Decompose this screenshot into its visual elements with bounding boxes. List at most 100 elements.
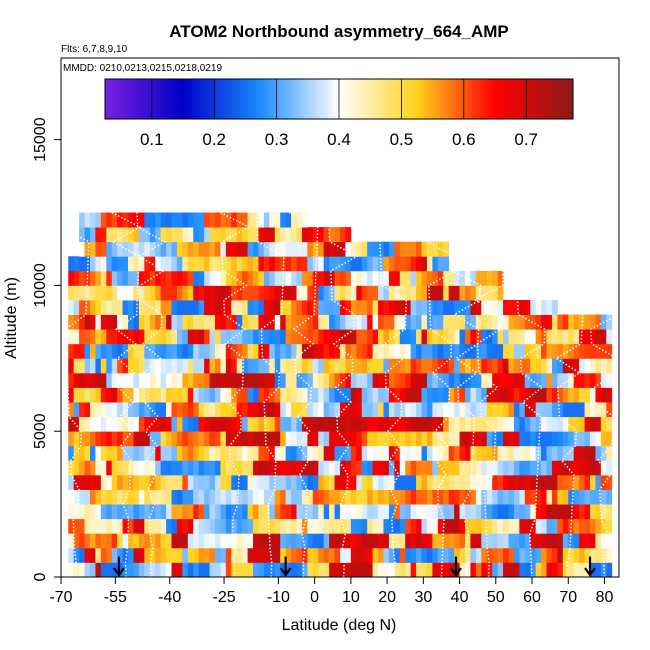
- heatmap-cell: [253, 402, 259, 418]
- heatmap-cell: [448, 329, 455, 345]
- heatmap-cell: [242, 285, 249, 301]
- heatmap-cell: [405, 562, 412, 578]
- heatmap-cell: [378, 343, 384, 359]
- heatmap-cell: [350, 431, 357, 447]
- heatmap-cell: [253, 518, 259, 534]
- heatmap-cell: [214, 387, 221, 403]
- heatmap-cell: [258, 256, 265, 272]
- heatmap-cell: [128, 227, 134, 243]
- heatmap-cell: [291, 387, 297, 403]
- heatmap-cell: [231, 314, 238, 330]
- heatmap-cell: [378, 329, 384, 345]
- heatmap-cell: [432, 343, 439, 359]
- heatmap-cell: [340, 241, 346, 257]
- heatmap-cell: [225, 460, 232, 476]
- heatmap-cell: [432, 460, 439, 476]
- heatmap-cell: [133, 504, 140, 520]
- heatmap-cell: [79, 445, 85, 461]
- heatmap-cell: [584, 431, 591, 447]
- heatmap-cell: [606, 518, 613, 534]
- heatmap-cell: [106, 504, 113, 520]
- heatmap-cell: [426, 416, 433, 432]
- heatmap-cell: [79, 343, 85, 359]
- heatmap-cell: [318, 241, 325, 257]
- heatmap-cell: [128, 270, 134, 286]
- heatmap-cell: [437, 504, 444, 520]
- heatmap-cell: [486, 387, 493, 403]
- heatmap-cell: [318, 431, 325, 447]
- heatmap-cell: [263, 314, 270, 330]
- heatmap-cell: [225, 372, 232, 388]
- heatmap-cell: [421, 547, 428, 563]
- heatmap-cell: [350, 387, 357, 403]
- heatmap-cell: [214, 372, 221, 388]
- heatmap-cell: [345, 562, 352, 578]
- heatmap-cell: [301, 562, 308, 578]
- heatmap-cell: [291, 358, 297, 374]
- heatmap-cell: [133, 270, 140, 286]
- heatmap-cell: [388, 562, 395, 578]
- heatmap-cell: [475, 343, 482, 359]
- heatmap-cell: [187, 518, 194, 534]
- heatmap-cell: [220, 562, 227, 578]
- heatmap-cell: [432, 285, 439, 301]
- heatmap-cell: [155, 387, 162, 403]
- heatmap-cell: [454, 416, 460, 432]
- heatmap-cell: [247, 562, 254, 578]
- heatmap-cell: [579, 504, 585, 520]
- heatmap-cell: [378, 387, 384, 403]
- heatmap-cell: [416, 285, 422, 301]
- heatmap-cell: [530, 402, 537, 418]
- heatmap-cell: [497, 547, 504, 563]
- heatmap-cell: [492, 562, 499, 578]
- heatmap-cell: [253, 562, 259, 578]
- heatmap-cell: [378, 256, 384, 272]
- heatmap-cell: [160, 329, 167, 345]
- arrow-head: [113, 567, 125, 577]
- heatmap-cell: [301, 314, 308, 330]
- heatmap-cell: [111, 358, 118, 374]
- heatmap-cell: [454, 285, 460, 301]
- heatmap-cell: [557, 562, 564, 578]
- heatmap-cell: [350, 343, 357, 359]
- heatmap-cell: [475, 489, 482, 505]
- heatmap-cell: [568, 445, 575, 461]
- heatmap-cell: [176, 241, 183, 257]
- heatmap-cell: [329, 329, 335, 345]
- heatmap-cell: [388, 256, 395, 272]
- heatmap-cell: [524, 372, 531, 388]
- heatmap-cell: [242, 358, 249, 374]
- heatmap-cell: [220, 504, 227, 520]
- heatmap-cell: [253, 256, 259, 272]
- heatmap-cell: [247, 241, 254, 257]
- heatmap-cell: [166, 431, 172, 447]
- heatmap-cell: [220, 518, 227, 534]
- heatmap-cell: [584, 489, 591, 505]
- heatmap-cell: [432, 489, 439, 505]
- heatmap-cell: [253, 285, 259, 301]
- heatmap-cell: [600, 533, 607, 549]
- heatmap-cell: [149, 533, 156, 549]
- heatmap-cell: [73, 474, 80, 490]
- heatmap-cell: [557, 504, 564, 520]
- heatmap-cell: [334, 474, 341, 490]
- heatmap-cell: [383, 241, 390, 257]
- heatmap-cell: [122, 431, 129, 447]
- heatmap-cell: [421, 285, 428, 301]
- heatmap-cell: [79, 285, 85, 301]
- heatmap-cell: [437, 474, 444, 490]
- heatmap-cell: [530, 533, 537, 549]
- heatmap-cell: [285, 489, 292, 505]
- heatmap-cell: [383, 533, 390, 549]
- heatmap-cell: [492, 489, 499, 505]
- plot-frame: [60, 57, 620, 578]
- heatmap-cell: [432, 270, 439, 286]
- heatmap-cell: [95, 241, 102, 257]
- heatmap-cell: [220, 489, 227, 505]
- heatmap-cell: [187, 256, 194, 272]
- heatmap-cell: [198, 518, 205, 534]
- x-tick-label: -25: [212, 589, 235, 606]
- heatmap-cell: [383, 300, 390, 315]
- heatmap-cell: [231, 416, 238, 432]
- heatmap-cell: [383, 402, 390, 418]
